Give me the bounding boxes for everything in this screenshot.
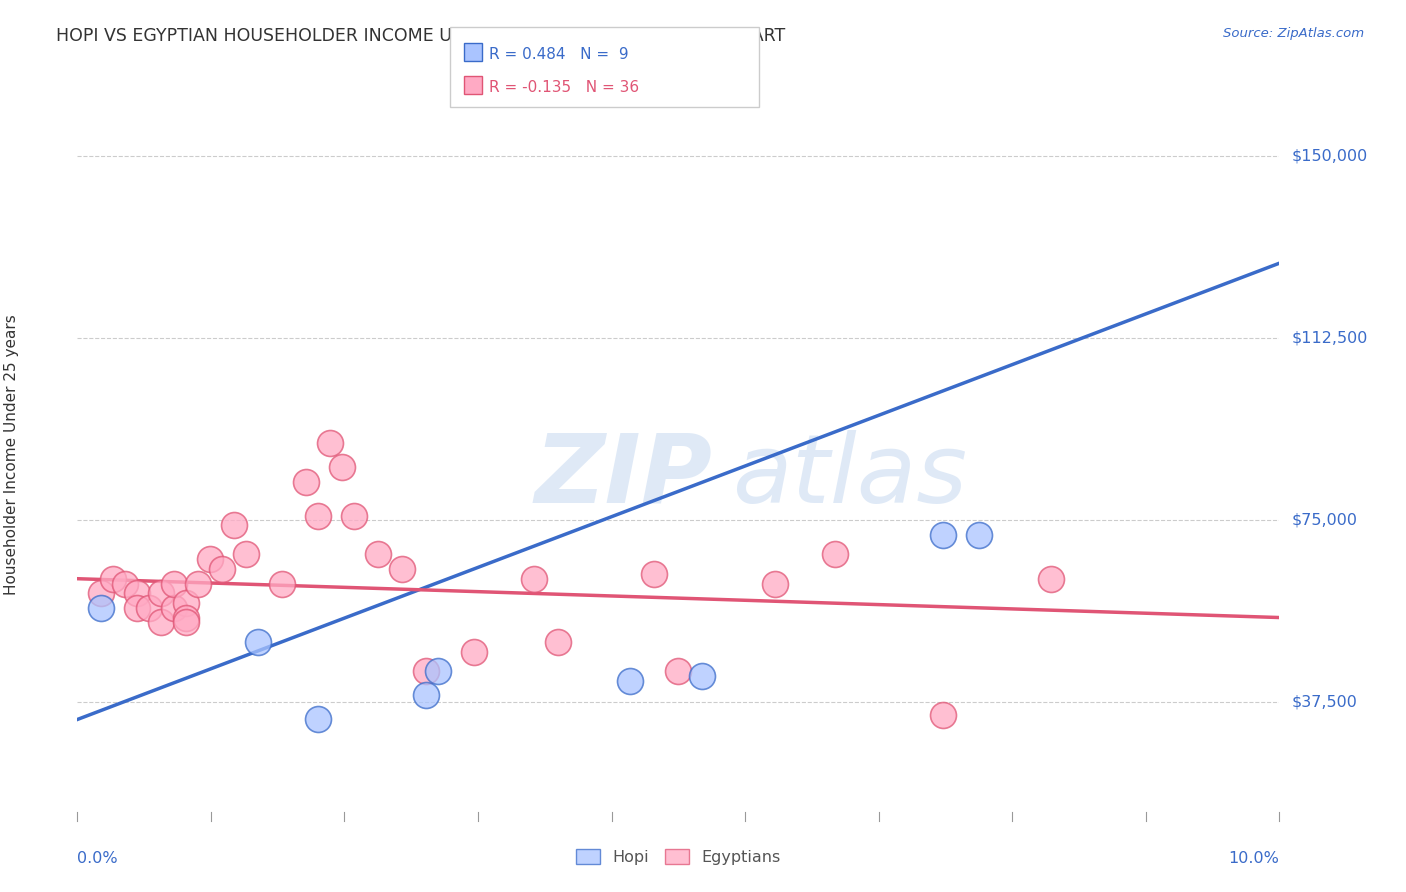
Point (90, 586, 112, 600)
Point (307, 508, 329, 523)
Point (235, 548, 257, 562)
Point (127, 600, 149, 615)
Point (619, 673, 641, 688)
Point (174, 596, 197, 610)
Text: R = 0.484   N =  9: R = 0.484 N = 9 (489, 47, 628, 62)
Point (1040, 572, 1063, 586)
Point (343, 508, 366, 523)
Point (824, 548, 846, 562)
Point (692, 669, 714, 683)
Text: R = -0.135   N = 36: R = -0.135 N = 36 (489, 80, 640, 95)
Text: $150,000: $150,000 (1292, 149, 1368, 164)
Point (174, 610, 197, 624)
Point (427, 664, 450, 678)
Text: Source: ZipAtlas.com: Source: ZipAtlas.com (1223, 27, 1364, 40)
Point (319, 435, 342, 450)
Point (523, 572, 546, 586)
Point (330, 460, 353, 475)
Point (415, 688, 437, 702)
Text: 0.0%: 0.0% (77, 851, 118, 865)
Text: $112,500: $112,500 (1292, 331, 1368, 346)
Point (127, 586, 149, 600)
Point (186, 576, 209, 591)
Legend: Hopi, Egyptians: Hopi, Egyptians (569, 843, 787, 871)
Text: HOPI VS EGYPTIAN HOUSEHOLDER INCOME UNDER 25 YEARS CORRELATION CHART: HOPI VS EGYPTIAN HOUSEHOLDER INCOME UNDE… (56, 27, 786, 45)
Point (547, 635, 569, 649)
Point (967, 528, 990, 542)
Point (90, 600, 112, 615)
Point (367, 548, 389, 562)
Point (463, 644, 485, 658)
Point (307, 713, 329, 727)
Point (294, 475, 316, 489)
Point (103, 572, 125, 586)
Point (668, 664, 690, 678)
Text: 10.0%: 10.0% (1229, 851, 1279, 865)
Text: ZIP: ZIP (534, 430, 711, 523)
Point (150, 586, 173, 600)
Text: $75,000: $75,000 (1292, 513, 1357, 528)
Text: $37,500: $37,500 (1292, 695, 1357, 710)
Point (270, 576, 292, 591)
Point (211, 562, 233, 576)
Point (138, 600, 160, 615)
Point (222, 518, 245, 533)
Point (162, 576, 184, 591)
Point (162, 600, 184, 615)
Point (932, 707, 955, 722)
Point (114, 576, 136, 591)
Point (415, 664, 437, 678)
Point (198, 552, 221, 566)
Point (391, 562, 413, 576)
Point (174, 615, 197, 630)
Point (150, 615, 173, 630)
Text: atlas: atlas (733, 430, 967, 523)
Point (246, 635, 269, 649)
Point (763, 576, 786, 591)
Point (932, 528, 955, 542)
Point (643, 566, 665, 581)
Text: Householder Income Under 25 years: Householder Income Under 25 years (4, 315, 18, 595)
